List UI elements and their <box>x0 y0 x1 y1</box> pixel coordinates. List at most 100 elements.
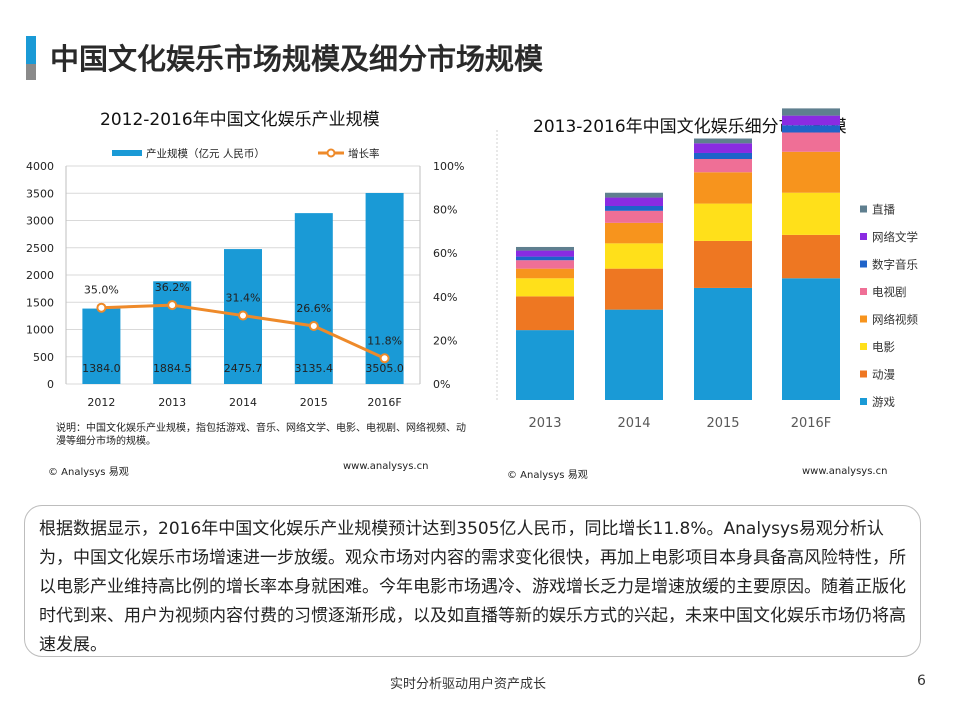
growth-rate-label: 11.8% <box>367 334 402 347</box>
stacked-segment <box>516 250 574 257</box>
legend-label: 网络视频 <box>872 313 918 327</box>
stacked-segment <box>605 197 663 206</box>
industry-scale-chart: 0 500 1000 1500 2000 2500 3000 3500 4000 0% 20% 40%… <box>26 147 464 409</box>
left-credit: © Analysys 易观 <box>48 467 129 478</box>
legend-swatch <box>860 205 867 213</box>
x-tick-label: 2015 <box>706 416 739 431</box>
x-tick-label: 2016F <box>367 396 401 409</box>
legend-swatch <box>860 288 867 295</box>
growth-rate-label: 31.4% <box>226 292 261 305</box>
stacked-segment <box>605 192 663 198</box>
legend-swatch <box>860 398 867 405</box>
legend-label: 直播 <box>872 203 895 217</box>
legend-bar-swatch <box>112 150 142 156</box>
stacked-segment <box>516 246 574 251</box>
growth-rate-point <box>238 310 248 321</box>
growth-rate-point <box>96 302 107 313</box>
right-url-link[interactable]: www.analysys.cn <box>802 466 888 477</box>
legend-line-marker <box>326 148 336 158</box>
legend-label: 数字音乐 <box>872 258 918 272</box>
growth-rate-label: 36.2% <box>155 281 190 294</box>
bar-value-label: 3135.4 <box>295 362 334 375</box>
stacked-segment <box>694 152 752 159</box>
y-left-tick-label: 500 <box>33 351 54 364</box>
bar-value-label: 1884.5 <box>153 362 192 375</box>
left-chart-title: 2012-2016年中国文化娱乐产业规模 <box>100 110 380 130</box>
footer-slogan: 实时分析驱动用户资产成长 <box>390 677 547 692</box>
title-accent-bar <box>26 36 36 80</box>
left-url-link[interactable]: www.analysys.cn <box>343 461 429 472</box>
segment-scale-chart: 2013 2014 2015 2016F 游戏 动漫 电影 网络视频 电视剧 数字音乐 网络文学 直播 <box>496 108 918 431</box>
stacked-segment <box>694 159 752 173</box>
x-tick-label: 2013 <box>528 416 561 431</box>
stacked-segment <box>605 268 663 310</box>
growth-rate-point <box>379 353 390 364</box>
bar-value-label: 2475.7 <box>224 362 263 375</box>
y-left-tick-label: 3500 <box>26 187 54 200</box>
y-right-tick-label: 60% <box>433 247 457 260</box>
chart-note: 说明：中国文化娱乐产业规模，指包括游戏、音乐、网络文学、电影、电视剧、网络视频、… <box>56 423 466 447</box>
stacked-segment <box>516 278 574 297</box>
growth-rate-label: 35.0% <box>84 284 119 297</box>
right-credit: © Analysys 易观 <box>507 470 588 481</box>
growth-rate-point <box>167 300 178 311</box>
stacked-segment <box>605 210 663 223</box>
stacked-segment <box>694 172 752 204</box>
y-left-tick-label: 0 <box>47 378 54 391</box>
x-tick-label: 2013 <box>158 396 186 409</box>
legend-label: 动漫 <box>872 368 895 382</box>
y-right-tick-label: 40% <box>433 291 457 304</box>
legend-label: 游戏 <box>872 395 895 409</box>
page-title: 中国文化娱乐市场规模及细分市场规模 <box>50 42 544 76</box>
legend-swatch <box>860 370 867 378</box>
summary-box: 根据数据显示，2016年中国文化娱乐产业规模预计达到3505亿人民币，同比增长1… <box>24 505 921 657</box>
legend-label: 网络文学 <box>872 230 918 244</box>
legend-swatch <box>860 343 867 350</box>
stacked-segment <box>782 278 840 400</box>
stacked-segment <box>605 243 663 269</box>
stacked-segment <box>782 132 840 152</box>
y-left-tick-label: 1000 <box>26 324 54 337</box>
y-right-tick-label: 80% <box>433 204 457 217</box>
stacked-segment <box>516 256 574 261</box>
right-chart-title: 2013-2016年中国文化娱乐细分市场规模 <box>533 117 847 137</box>
y-left-tick-label: 2500 <box>26 242 54 255</box>
summary-text: 根据数据显示，2016年中国文化娱乐产业规模预计达到3505亿人民币，同比增长1… <box>39 519 906 655</box>
stacked-segment <box>516 296 574 331</box>
bar-industry-scale <box>294 213 333 384</box>
legend-swatch <box>860 233 867 240</box>
stacked-segment <box>782 115 840 126</box>
stacked-segment <box>782 125 840 133</box>
y-left-tick-label: 4000 <box>26 160 54 173</box>
stacked-segment <box>694 203 752 241</box>
stacked-segment <box>694 287 752 400</box>
legend-swatch <box>860 315 867 323</box>
y-left-tick-label: 3000 <box>26 215 54 228</box>
legend-bar-label: 产业规模（亿元 人民币） <box>146 147 265 160</box>
x-tick-label: 2016F <box>791 416 832 431</box>
stacked-segment <box>516 330 574 400</box>
legend-swatch <box>860 260 867 268</box>
stacked-segment <box>694 138 752 144</box>
x-tick-label: 2014 <box>617 416 650 431</box>
legend-line-label: 增长率 <box>348 147 380 160</box>
page-number: 6 <box>917 673 926 689</box>
y-left-tick-label: 2000 <box>26 269 54 282</box>
legend-label: 电影 <box>872 340 895 354</box>
x-tick-label: 2015 <box>300 396 328 409</box>
stacked-segment <box>694 240 752 288</box>
y-left-tick-label: 1500 <box>26 296 54 309</box>
x-tick-label: 2014 <box>229 396 257 409</box>
y-right-tick-label: 0% <box>433 378 450 391</box>
bar-industry-scale <box>153 281 192 384</box>
y-right-tick-label: 100% <box>433 160 464 173</box>
y-right-tick-label: 20% <box>433 334 457 347</box>
stacked-segment <box>605 222 663 244</box>
stacked-segment <box>782 151 840 193</box>
legend-label: 电视剧 <box>872 285 907 299</box>
stacked-segment <box>516 260 574 269</box>
bar-value-label: 1384.0 <box>82 362 121 375</box>
stacked-segment <box>605 309 663 400</box>
x-tick-label: 2012 <box>87 396 115 409</box>
stacked-segment <box>694 143 752 153</box>
